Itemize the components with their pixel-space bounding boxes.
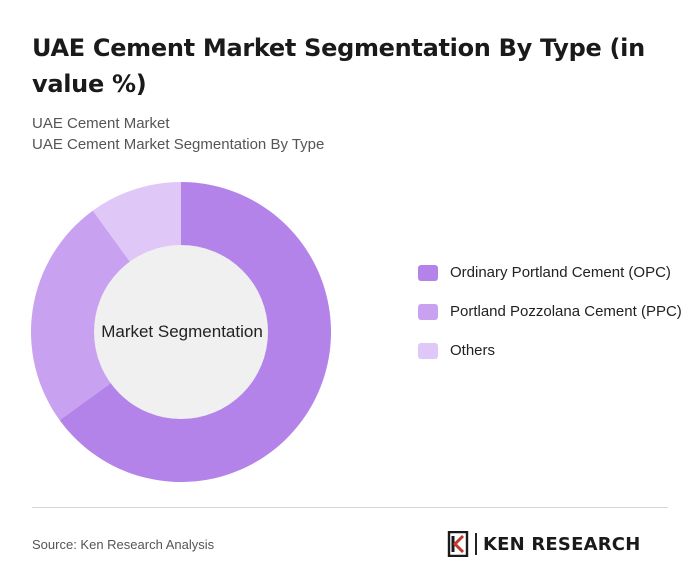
legend-label-opc: Ordinary Portland Cement (OPC) [450, 264, 671, 281]
donut-chart [30, 182, 332, 483]
subtitle-line-2: UAE Cement Market Segmentation By Type [32, 136, 325, 153]
source-note: Source: Ken Research Analysis [32, 537, 215, 552]
ken-research-logo: KEN RESEARCH [447, 531, 640, 557]
subtitle-line-1: UAE Cement Market [32, 115, 170, 132]
legend-item-ppc: Portland Pozzolana Cement (PPC) [418, 301, 688, 323]
legend-item-opc: Ordinary Portland Cement (OPC) [418, 262, 688, 284]
legend-item-others: Others [418, 340, 688, 362]
donut-center-label: Market Segmentation [101, 322, 263, 341]
chart-title: UAE Cement Market Segmentation By Type (… [32, 34, 645, 98]
legend-swatch-opc [418, 265, 438, 281]
donut-center [94, 245, 268, 419]
footer-divider [32, 507, 668, 508]
ken-research-logo-icon [447, 531, 469, 557]
legend-swatch-others [418, 343, 438, 359]
chart-legend: Ordinary Portland Cement (OPC) Portland … [418, 262, 688, 379]
legend-label-ppc: Portland Pozzolana Cement (PPC) [450, 303, 682, 320]
chart-subtitle: UAE Cement Market UAE Cement Market Segm… [32, 113, 324, 155]
legend-swatch-ppc [418, 304, 438, 320]
logo-separator [475, 533, 477, 555]
logo-text: KEN RESEARCH [483, 533, 641, 555]
legend-label-others: Others [450, 342, 496, 359]
